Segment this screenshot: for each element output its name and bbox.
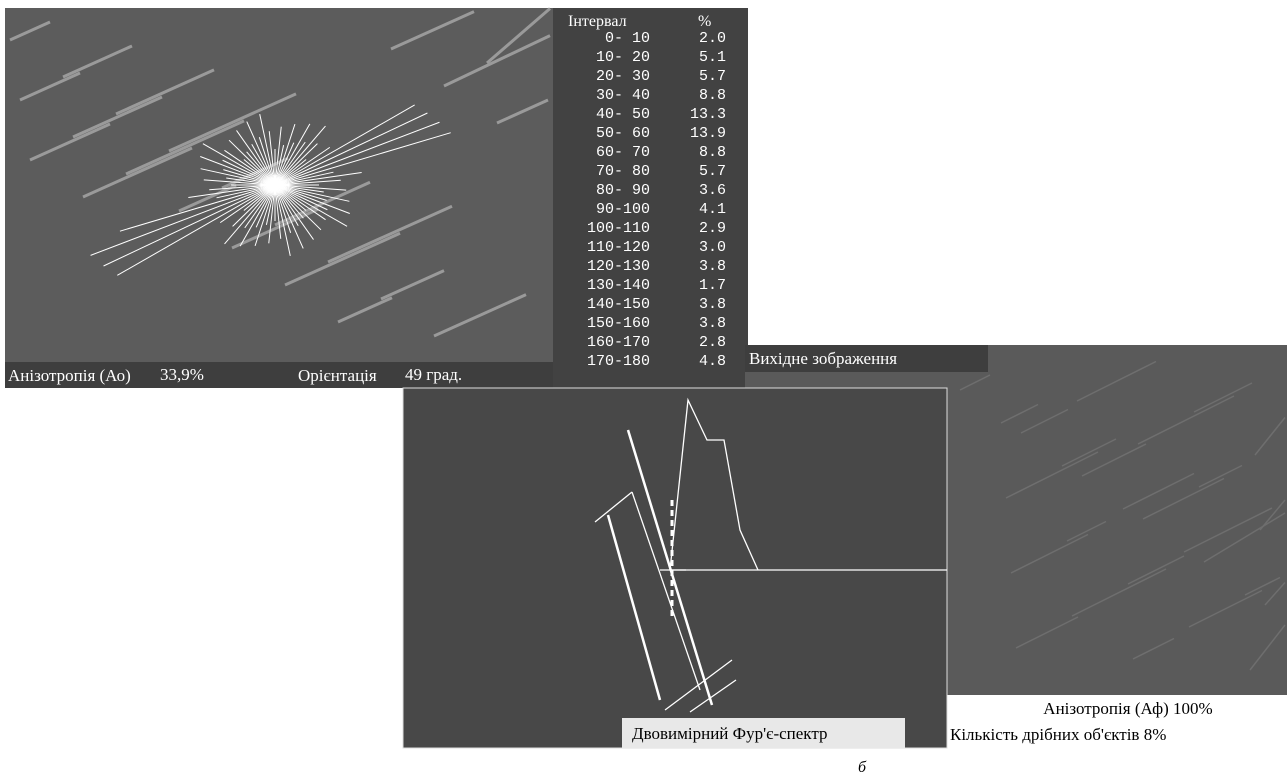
table-header: Інтервал (568, 13, 627, 30)
percent: 3.0 (699, 239, 726, 256)
anisotropy-label: Анізотропія (Ао) (8, 366, 131, 385)
percent: 8.8 (699, 87, 726, 104)
anisotropy-value: 33,9% (160, 365, 204, 384)
panel-title: Вихідне зображення (749, 349, 897, 368)
percent: 2.8 (699, 334, 726, 351)
percent: 4.8 (699, 353, 726, 370)
anisotropy-f: Анізотропія (Аф) 100% (1043, 699, 1212, 718)
percent: 1.7 (699, 277, 726, 294)
small-objects: Кількість дрібних об'єктів 8% (950, 725, 1166, 744)
percent: 3.6 (699, 182, 726, 199)
percent: 5.7 (699, 163, 726, 180)
percent: 13.9 (690, 125, 726, 142)
interval: 100-110 (587, 220, 650, 237)
percent: 2.9 (699, 220, 726, 237)
percent: 5.1 (699, 49, 726, 66)
figure-label: б (858, 759, 867, 776)
interval: 90-100 (596, 201, 650, 218)
interval: 20- 30 (596, 68, 650, 85)
interval: 120-130 (587, 258, 650, 275)
page: Анізотропія (Ао) 33,9% Орієнтація 49 гра… (0, 0, 1287, 781)
percent: 4.1 (699, 201, 726, 218)
orientation-label: Орієнтація (298, 366, 377, 385)
percent: 2.0 (699, 30, 726, 47)
table-header: % (698, 13, 711, 30)
percent: 3.8 (699, 315, 726, 332)
interval: 80- 90 (596, 182, 650, 199)
percent: 3.8 (699, 296, 726, 313)
interval: 30- 40 (596, 87, 650, 104)
orientation-value: 49 град. (405, 365, 462, 384)
interval: 160-170 (587, 334, 650, 351)
interval: 0- 10 (605, 30, 650, 47)
percent: 8.8 (699, 144, 726, 161)
interval: 150-160 (587, 315, 650, 332)
interval: 50- 60 (596, 125, 650, 142)
percent: 13.3 (690, 106, 726, 123)
percent: 3.8 (699, 258, 726, 275)
figure: Анізотропія (Ао) 33,9% Орієнтація 49 гра… (0, 0, 1287, 781)
percent: 5.7 (699, 68, 726, 85)
interval: 40- 50 (596, 106, 650, 123)
interval: 70- 80 (596, 163, 650, 180)
interval: 130-140 (587, 277, 650, 294)
interval: 140-150 (587, 296, 650, 313)
interval: 10- 20 (596, 49, 650, 66)
interval: 110-120 (587, 239, 650, 256)
interval: 60- 70 (596, 144, 650, 161)
interval: 170-180 (587, 353, 650, 370)
spectrum-caption: Двовимірний Фур'є-спектр (632, 724, 827, 743)
spectrum-panel (403, 388, 947, 748)
